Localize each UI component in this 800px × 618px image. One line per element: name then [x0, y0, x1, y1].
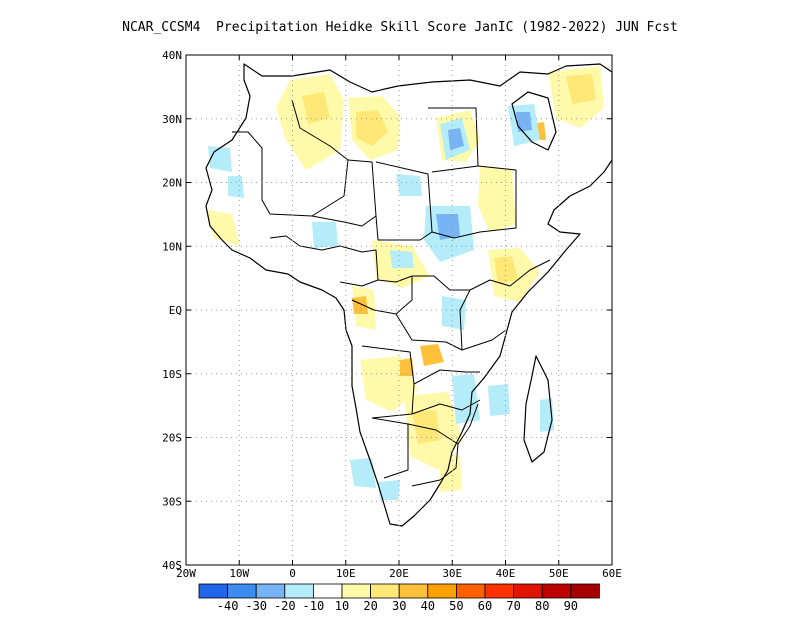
colorbar-swatch — [570, 583, 600, 599]
colorbar-swatch — [227, 583, 257, 599]
colorbar-label: 20 — [363, 599, 377, 613]
colorbar-swatch — [513, 583, 543, 599]
lat-tick-label: 20S — [162, 432, 182, 445]
skill-region-light-blue — [208, 146, 232, 172]
colorbar-swatch — [370, 583, 400, 599]
colorbar-label: -10 — [303, 599, 325, 613]
skill-region-light-blue — [390, 250, 414, 268]
colorbar-swatch — [341, 583, 372, 599]
colorbar-label: 30 — [392, 599, 406, 613]
latitude-labels: 40N 30N 20N 10N EQ 10S 20S 30S 40S — [162, 49, 182, 572]
colorbar-swatch — [484, 583, 515, 599]
skill-region-light-yellow — [206, 210, 240, 246]
lat-tick-label: 40N — [162, 49, 182, 62]
colorbar-label: -30 — [245, 599, 267, 613]
colorbar-label: 70 — [506, 599, 520, 613]
colorbar-swatch — [455, 583, 486, 599]
lon-tick-label: 40E — [496, 567, 516, 580]
colorbar-swatch — [398, 583, 429, 599]
lat-tick-label: 30N — [162, 113, 182, 126]
chart-title: NCAR_CCSM4 Precipitation Heidke Skill Sc… — [122, 20, 678, 35]
lon-tick-label: 10W — [229, 567, 249, 580]
longitude-labels: 20W 10W 0 10E 20E 30E 40E 50E 60E — [176, 567, 622, 580]
skill-shading — [206, 66, 604, 500]
lat-tick-label: 30S — [162, 495, 182, 508]
skill-region-orange — [352, 296, 368, 314]
africa-coastline — [205, 63, 613, 527]
colorbar-label: 80 — [535, 599, 549, 613]
colorbar-swatch — [427, 583, 457, 599]
lon-tick-label: 60E — [602, 567, 622, 580]
skill-region-light-blue — [378, 480, 400, 500]
lat-tick-label: 20N — [162, 177, 182, 190]
lon-tick-label: 20W — [176, 567, 196, 580]
skill-region-light-blue — [396, 174, 422, 196]
colorbar-label: 40 — [421, 599, 435, 613]
tick-marks — [185, 54, 613, 566]
colorbar-label: 10 — [335, 599, 349, 613]
skill-region-light-blue — [488, 384, 510, 416]
colorbar-swatch — [541, 583, 572, 599]
skill-region-light-blue — [228, 176, 244, 198]
skill-region-blue — [448, 128, 464, 150]
skill-region-yellow — [302, 92, 330, 124]
skill-region-light-blue — [312, 222, 338, 248]
lon-tick-label: 30E — [442, 567, 462, 580]
lon-tick-label: 10E — [336, 567, 356, 580]
skill-region-yellow — [412, 410, 440, 444]
colorbar-swatch — [312, 583, 343, 599]
skill-region-light-blue — [452, 374, 480, 424]
lon-tick-label: 0 — [289, 567, 296, 580]
colorbar-swatch — [198, 583, 229, 599]
skill-region-orange — [400, 358, 414, 376]
lon-tick-label: 20E — [389, 567, 409, 580]
skill-region-light-blue — [350, 458, 376, 488]
skill-region-blue — [516, 112, 532, 132]
colorbar-label: -20 — [274, 599, 296, 613]
skill-region-yellow — [566, 74, 596, 104]
lat-tick-label: EQ — [169, 304, 182, 317]
colorbar-label: 50 — [449, 599, 463, 613]
skill-region-orange — [420, 344, 444, 366]
colorbar-swatch — [284, 583, 314, 599]
skill-region-blue — [436, 214, 460, 240]
lat-tick-label: 40S — [162, 559, 182, 572]
lon-tick-label: 50E — [549, 567, 569, 580]
colorbar-label: 60 — [478, 599, 492, 613]
colorbar-label: 90 — [564, 599, 578, 613]
colorbar-labels: -40 -30 -20 -10 10 20 30 40 50 60 70 80 90 — [217, 599, 578, 613]
lat-tick-label: 10S — [162, 368, 182, 381]
colorbar — [198, 583, 600, 599]
skill-region-light-blue — [442, 296, 466, 330]
colorbar-swatch — [255, 583, 286, 599]
skill-region-yellow — [356, 110, 388, 146]
lat-tick-label: 10N — [162, 240, 182, 253]
colorbar-label: -40 — [217, 599, 239, 613]
grid-lines — [186, 55, 612, 565]
